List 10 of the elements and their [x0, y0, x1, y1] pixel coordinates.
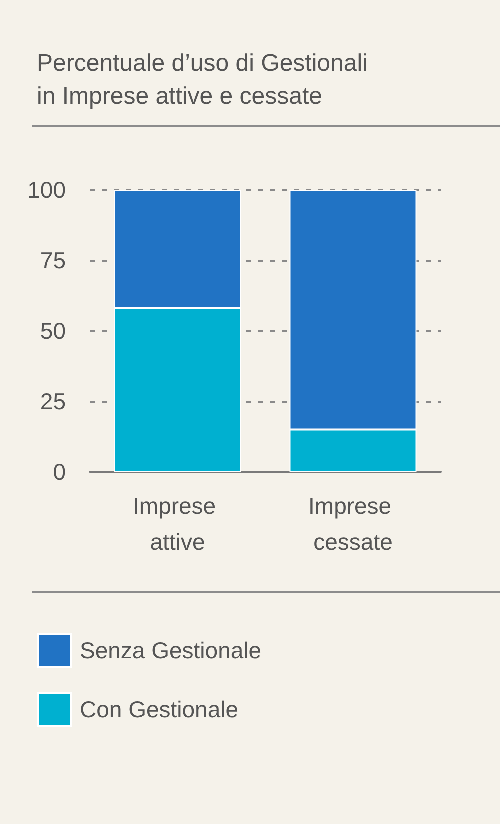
y-tick-label: 75 — [40, 248, 66, 274]
legend-label: Con Gestionale — [80, 696, 239, 722]
y-tick-label: 0 — [53, 459, 66, 485]
y-tick-label: 25 — [40, 388, 66, 414]
legend-label: Senza Gestionale — [80, 638, 262, 664]
x-tick-label: Imprese attive — [133, 493, 222, 555]
y-tick-label: 100 — [28, 177, 66, 203]
y-tick-label: 50 — [40, 318, 66, 344]
x-tick-label: Imprese cessate — [308, 493, 398, 555]
chart-title: Percentuale d’uso di Gestionali in Imprese attive e cessate — [37, 50, 368, 110]
